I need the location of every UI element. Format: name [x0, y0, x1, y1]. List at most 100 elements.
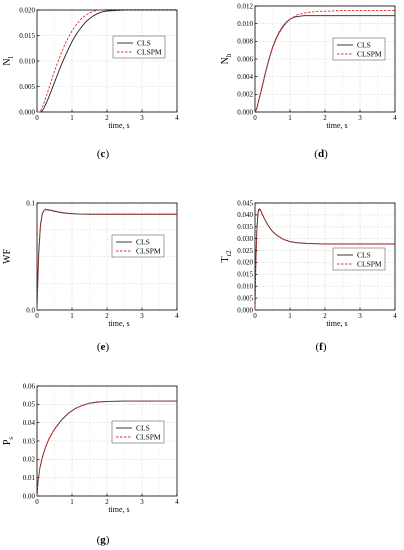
y-axis-label-main: WF: [2, 249, 13, 264]
chart-panel-g: 0 1 2 3 4 0.00 0.01 0.02 0.03 0.04 0.05 0.06 time, s…: [2, 382, 179, 546]
x-tick-label: 2: [105, 312, 109, 320]
caption-open-paren: (: [97, 534, 101, 546]
x-tick-label: 3: [140, 498, 144, 506]
series-line-clspm: [36, 208, 177, 311]
panel-caption: (c): [97, 148, 110, 160]
y-tick-label: 0.012: [237, 2, 253, 10]
y-tick-label: 0.015: [19, 32, 35, 40]
x-axis-label: time, s: [108, 121, 129, 130]
x-tick-label: 2: [323, 114, 327, 122]
y-tick-label: 0.004: [237, 73, 253, 81]
y-tick-label: 0.04: [23, 419, 36, 427]
series-line-clspm: [37, 9, 177, 113]
x-tick-label: 3: [140, 312, 144, 320]
y-axis-label-sub: l: [7, 56, 15, 58]
x-tick-label: 1: [288, 312, 292, 320]
caption-letter: c: [101, 148, 106, 160]
legend-label: CLS: [136, 424, 150, 433]
legend-label: CLSPM: [137, 48, 162, 57]
caption-open-paren: (: [97, 148, 101, 160]
y-tick-label: 0.002: [237, 91, 253, 99]
y-axis-label-sub: r2: [225, 250, 233, 256]
x-tick-label: 1: [70, 498, 74, 506]
y-tick-label: 0.000: [237, 108, 253, 116]
x-tick-label: 0: [35, 498, 39, 506]
x-tick-label: 2: [105, 498, 109, 506]
y-tick-label: 0.06: [23, 382, 36, 390]
y-axis-label: Nl: [2, 56, 15, 65]
caption-close-paren: ): [324, 148, 328, 160]
legend-label: CLS: [137, 39, 151, 48]
y-tick-label: 0.000: [237, 306, 253, 314]
series-line-clspm: [36, 400, 177, 497]
x-tick-label: 0: [35, 114, 39, 122]
series-line-cls: [37, 9, 177, 113]
y-tick-label: 0.005: [19, 83, 35, 91]
x-axis-label: time, s: [108, 319, 129, 328]
y-tick-label: 0.03: [23, 437, 36, 445]
y-tick-label: 0.1: [26, 199, 35, 207]
y-tick-label: 0.005: [237, 294, 253, 302]
panel-caption: (e): [97, 341, 110, 353]
y-tick-label: 0.02: [23, 456, 36, 464]
series-line-clspm: [254, 209, 395, 311]
y-axis-label: Tr2: [220, 250, 233, 262]
y-axis-label: Ps: [2, 437, 15, 446]
y-axis-label-main: P: [2, 439, 13, 445]
panel-caption: (d): [314, 148, 328, 160]
x-tick-label: 2: [323, 312, 327, 320]
y-axis-label-main: N: [2, 58, 13, 65]
legend-box: [111, 420, 165, 444]
legend-label: CLS: [357, 41, 371, 50]
x-tick-label: 1: [288, 114, 292, 122]
x-tick-label: 4: [393, 312, 397, 320]
chart-panel-d: 0 1 2 3 4 0.000 0.002 0.004 0.006 0.008 0.010 0.012…: [220, 2, 397, 160]
y-tick-label: 0.025: [237, 247, 253, 255]
y-tick-label: 0.010: [19, 57, 35, 65]
caption-close-paren: ): [323, 341, 327, 353]
caption-close-paren: ): [105, 148, 109, 160]
x-tick-label: 4: [175, 312, 179, 320]
x-axis-label: time, s: [326, 121, 347, 130]
caption-close-paren: ): [105, 341, 109, 353]
legend-label: CLSPM: [357, 260, 382, 269]
legend-box: [332, 37, 386, 61]
x-tick-label: 0: [253, 312, 257, 320]
legend-label: CLSPM: [357, 50, 382, 59]
y-tick-label: 0.015: [237, 271, 253, 279]
x-tick-label: 1: [70, 312, 74, 320]
caption-letter: e: [101, 341, 106, 353]
y-tick-label: 0.006: [237, 55, 253, 63]
y-tick-label: 0.030: [237, 235, 253, 243]
caption-letter: f: [319, 341, 323, 353]
y-tick-label: 0.0: [26, 306, 35, 314]
caption-open-paren: (: [97, 341, 101, 353]
x-tick-label: 3: [140, 114, 144, 122]
y-tick-label: 0.020: [19, 6, 35, 14]
x-axis-label: time, s: [326, 319, 347, 328]
x-axis-label: time, s: [108, 505, 129, 514]
x-tick-label: 3: [358, 312, 362, 320]
y-tick-label: 0.01: [23, 474, 36, 482]
legend-box: [332, 247, 386, 271]
y-tick-label: 0.008: [237, 38, 253, 46]
legend-label: CLSPM: [136, 433, 161, 442]
x-tick-label: 0: [35, 312, 39, 320]
caption-open-paren: (: [315, 341, 319, 353]
x-tick-label: 4: [175, 498, 179, 506]
y-axis-label-main: T: [220, 256, 231, 262]
chart-panel-c: 0 1 2 3 4 0.000 0.005 0.010 0.015 0.020 time, s Nl C…: [2, 6, 179, 160]
legend-box: [112, 35, 166, 59]
y-tick-label: 0.05: [23, 401, 36, 409]
caption-open-paren: (: [314, 148, 318, 160]
legend-box: [111, 234, 165, 258]
caption-letter: d: [318, 148, 324, 160]
legend-label: CLS: [357, 251, 371, 260]
x-tick-label: 2: [105, 114, 109, 122]
y-tick-label: 0.00: [23, 492, 36, 500]
